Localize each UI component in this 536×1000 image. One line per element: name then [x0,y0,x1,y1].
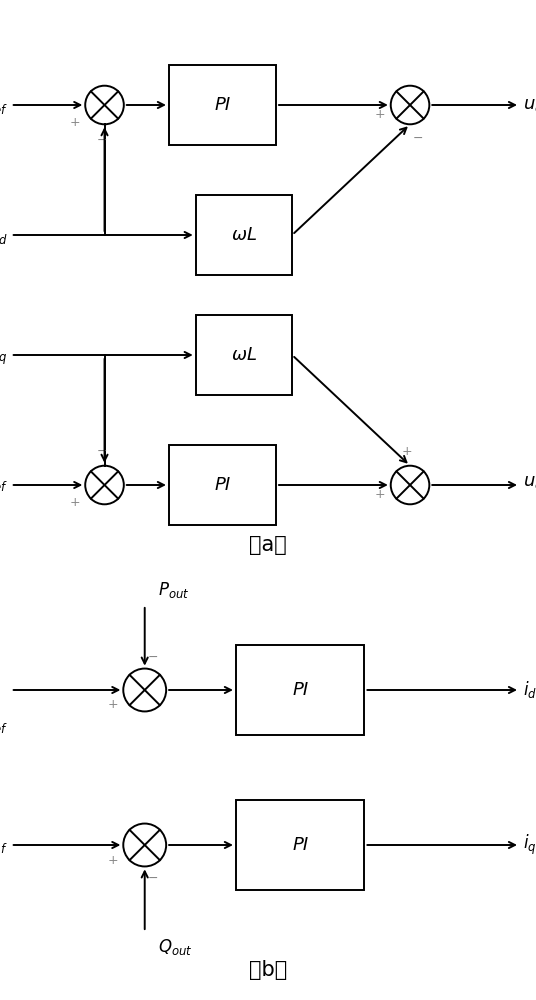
Text: $P_{out}$: $P_{out}$ [158,580,190,600]
Bar [196,315,292,395]
Text: $\omega L$: $\omega L$ [231,226,257,244]
Text: $\boldsymbol{u_q}$: $\boldsymbol{u_q}$ [523,475,536,495]
Text: $i_d$: $i_d$ [0,225,8,245]
Text: −: − [96,134,107,147]
Text: $i_q$: $i_q$ [0,343,8,367]
Text: $Q_{ref}$: $Q_{ref}$ [0,835,8,855]
Text: $i_{qref}$: $i_{qref}$ [523,833,536,857]
Text: −: − [147,871,158,884]
Text: −: − [96,445,107,458]
Text: $\omega L$: $\omega L$ [231,346,257,364]
Text: +: + [107,698,118,712]
Text: $i_{qref}$: $i_{qref}$ [0,473,8,497]
Bar [236,800,364,890]
Text: PI: PI [292,681,308,699]
Text: −: − [147,651,158,664]
Text: +: + [402,445,413,458]
Text: $Q_{out}$: $Q_{out}$ [158,937,192,957]
Text: （b）: （b） [249,960,287,980]
Bar [169,445,276,525]
Bar [236,645,364,735]
Text: （a）: （a） [249,535,287,555]
Text: +: + [69,116,80,129]
Text: PI: PI [214,476,230,494]
Text: $\boldsymbol{u_d}$: $\boldsymbol{u_d}$ [523,96,536,114]
Text: +: + [69,496,80,510]
Text: $i_{dref}$: $i_{dref}$ [523,680,536,700]
Bar [169,65,276,145]
Text: $i_{dref}$: $i_{dref}$ [0,95,8,115]
Bar [196,195,292,275]
Text: +: + [375,488,385,502]
Text: PI: PI [214,96,230,114]
Text: $P_{ref}$: $P_{ref}$ [0,715,8,735]
Text: +: + [375,108,385,121]
Text: −: − [413,132,423,145]
Text: PI: PI [292,836,308,854]
Text: +: + [107,854,118,866]
